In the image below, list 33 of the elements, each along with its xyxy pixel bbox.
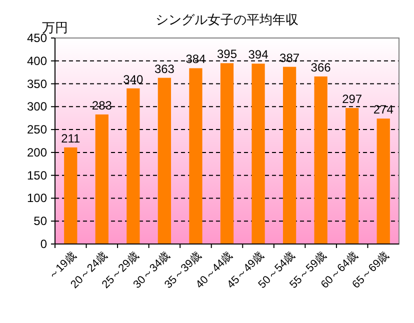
bar xyxy=(314,76,328,244)
y-tick-label: 200 xyxy=(26,145,48,160)
data-label: 211 xyxy=(61,131,81,146)
data-label: 363 xyxy=(154,62,175,76)
data-label: 394 xyxy=(248,48,269,62)
y-tick-label: 400 xyxy=(26,54,48,68)
bar xyxy=(95,114,108,244)
bar xyxy=(220,63,234,244)
bar xyxy=(126,88,140,244)
y-tick-label: 150 xyxy=(26,168,48,182)
y-tick-label: 100 xyxy=(26,191,48,206)
data-label: 340 xyxy=(123,72,144,86)
bar xyxy=(189,68,202,244)
data-label: 297 xyxy=(342,92,362,106)
y-tick-label: 250 xyxy=(26,122,48,137)
data-label: 366 xyxy=(310,60,332,74)
data-label: 395 xyxy=(216,47,238,62)
data-label: 283 xyxy=(92,98,112,112)
bar xyxy=(252,64,265,244)
chart-title: シングル女子の平均年収 xyxy=(156,12,298,27)
y-tick-label: 0 xyxy=(40,237,48,251)
y-axis-title: 万円 xyxy=(42,20,68,35)
y-tick-label: 50 xyxy=(34,214,48,228)
bar xyxy=(376,118,390,244)
bar xyxy=(346,108,359,244)
data-label: 387 xyxy=(280,50,300,65)
y-tick-label: 350 xyxy=(26,76,48,91)
bar xyxy=(64,147,78,244)
y-tick-label: 300 xyxy=(26,100,48,114)
bar xyxy=(158,78,172,244)
data-label: 384 xyxy=(186,52,206,66)
bar xyxy=(282,66,296,244)
data-label: 274 xyxy=(373,102,394,117)
